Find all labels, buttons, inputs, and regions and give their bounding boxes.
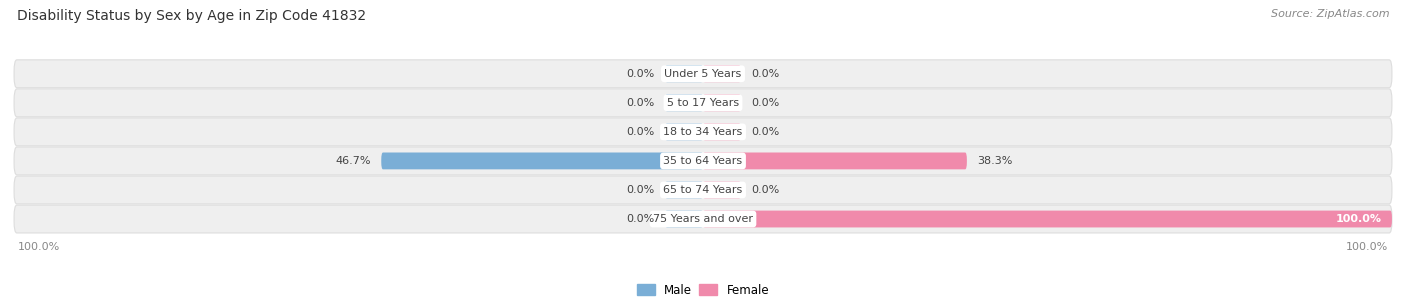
FancyBboxPatch shape: [14, 176, 1392, 204]
FancyBboxPatch shape: [14, 118, 1392, 146]
FancyBboxPatch shape: [14, 60, 1392, 88]
FancyBboxPatch shape: [665, 124, 703, 140]
Legend: Male, Female: Male, Female: [633, 279, 773, 302]
Text: 0.0%: 0.0%: [627, 69, 655, 79]
FancyBboxPatch shape: [14, 205, 1392, 233]
Text: 0.0%: 0.0%: [627, 98, 655, 108]
Text: 0.0%: 0.0%: [627, 127, 655, 137]
Text: 0.0%: 0.0%: [751, 127, 779, 137]
FancyBboxPatch shape: [665, 65, 703, 82]
Text: 75 Years and over: 75 Years and over: [652, 214, 754, 224]
FancyBboxPatch shape: [703, 124, 741, 140]
FancyBboxPatch shape: [665, 181, 703, 198]
Text: 100.0%: 100.0%: [1336, 214, 1382, 224]
FancyBboxPatch shape: [703, 181, 741, 198]
Text: 100.0%: 100.0%: [1347, 242, 1389, 252]
FancyBboxPatch shape: [665, 210, 703, 228]
Text: 0.0%: 0.0%: [751, 185, 779, 195]
Text: 35 to 64 Years: 35 to 64 Years: [664, 156, 742, 166]
Text: 38.3%: 38.3%: [977, 156, 1012, 166]
Text: 18 to 34 Years: 18 to 34 Years: [664, 127, 742, 137]
Text: 5 to 17 Years: 5 to 17 Years: [666, 98, 740, 108]
Text: Under 5 Years: Under 5 Years: [665, 69, 741, 79]
FancyBboxPatch shape: [703, 95, 741, 111]
FancyBboxPatch shape: [14, 147, 1392, 175]
FancyBboxPatch shape: [703, 65, 741, 82]
Text: 0.0%: 0.0%: [751, 69, 779, 79]
Text: 0.0%: 0.0%: [751, 98, 779, 108]
FancyBboxPatch shape: [381, 152, 703, 169]
Text: Source: ZipAtlas.com: Source: ZipAtlas.com: [1271, 9, 1389, 19]
Text: 0.0%: 0.0%: [627, 214, 655, 224]
Text: 100.0%: 100.0%: [17, 242, 59, 252]
Text: 65 to 74 Years: 65 to 74 Years: [664, 185, 742, 195]
Text: Disability Status by Sex by Age in Zip Code 41832: Disability Status by Sex by Age in Zip C…: [17, 9, 366, 23]
FancyBboxPatch shape: [665, 95, 703, 111]
Text: 46.7%: 46.7%: [336, 156, 371, 166]
Text: 0.0%: 0.0%: [627, 185, 655, 195]
FancyBboxPatch shape: [14, 89, 1392, 117]
FancyBboxPatch shape: [703, 152, 967, 169]
FancyBboxPatch shape: [703, 210, 1392, 228]
